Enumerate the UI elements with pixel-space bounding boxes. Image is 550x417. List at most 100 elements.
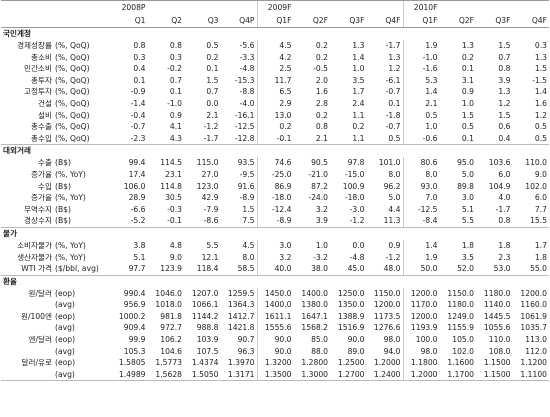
cell-value: 93.5 [237,158,255,168]
header-row: Q1 Q2 Q3 Q4P Q1F Q2F Q3F Q4F Q1F Q2F Q3F Q4F [1,14,549,28]
cell-value: 8.0 [242,252,255,262]
cell-value: 1412.7 [227,311,255,321]
cell-value: 0.8 [169,41,182,50]
cell-value: 105.0 [452,335,474,345]
data-row: 민간소비 (%, QoQ) 0.4 -0.2 0.1 -4.8 2.5 -0.5 1.0 1.2-… [1,63,549,75]
row-unit: (eop) [55,288,76,298]
cell-value: 1400.0 [301,288,328,298]
cell-value: 1611.1 [256,310,294,323]
quarter-label: Q4P [220,14,257,28]
quarter-label: Q1 [111,14,148,28]
cell-value: 0.5 [206,41,219,50]
cell-value: 1200.0 [402,310,440,323]
cell-value: 1.3200 [256,357,294,369]
cell-value: 2.9 [256,97,294,110]
row-label: 총투자 [31,75,52,85]
cell-value: 990.4 [123,288,146,298]
cell-value: 0.1 [133,75,146,85]
group-label: 2010F [402,0,440,14]
cell-value: 1568.2 [301,323,328,333]
cell-value: 3.1 [461,75,474,85]
cell-value: 5.0 [388,193,401,203]
cell-value: 80.6 [402,157,440,169]
cell-value: 103.9 [196,335,219,345]
cell-value: 1.5 [498,41,511,50]
data-row: 증가율 (%, YoY) 17.4 23.1 27.0 -9.5 -25.0 -21.0 -15… [1,168,549,181]
cell-value: 1.7 [352,87,365,97]
row-label [1,299,53,311]
row-label: 민간소비 [24,64,52,74]
cell-value: 956.9 [123,300,146,310]
row-unit: ($/bbl, avg) [53,263,111,276]
cell-value: 0.2 [315,110,328,120]
data-row: 소비자물가 (%, YoY) 3.8 4.8 5.5 4.5 3.0 1.0 0.0 0.9 1.4… [1,239,549,252]
cell-value: 0.1 [206,64,219,74]
cell-value: 2.1 [402,97,440,110]
row-unit: (eop) [55,358,76,368]
cell-value: 94.0 [383,346,401,356]
quarter-label: Q4F [512,14,549,28]
cell-value: 4.0 [498,193,511,203]
cell-value: 1.1500 [483,358,511,368]
cell-value: 1.1100 [512,368,549,382]
cell-value: -1.0 [167,98,182,108]
cell-value: 0.5 [402,109,440,122]
row-label: 생산자물가 [17,252,52,262]
row-unit: (%, QoQ) [55,98,90,108]
cell-value: 1150.0 [447,288,474,298]
cell-value: 118.4 [184,263,221,276]
quarter-label: Q3 [184,14,221,28]
header-cell [330,0,367,14]
header-cell [1,0,53,14]
cell-value: 0.4 [133,64,146,74]
cell-value: -18.0 [344,193,365,203]
cell-value: 9.0 [169,252,182,262]
cell-value: 0.0 [206,98,219,108]
cell-value: 1.1 [330,132,367,146]
cell-value: 1150.0 [373,288,401,298]
cell-value: 0.2 [256,121,294,133]
cell-value: 1.1 [352,110,365,120]
row-unit: (%, YoY) [55,193,86,203]
cell-value: 1.3171 [220,368,257,382]
quarter-label: Q1F [402,14,440,28]
cell-value: 30.5 [165,193,182,203]
cell-value: -0.7 [130,122,146,132]
row-label [1,346,53,358]
cell-value: 0.8 [315,122,328,132]
data-row: 수입 (B$) 106.0 114.8 123.0 91.6 86.9 87.2 100.9 96… [1,180,549,193]
cell-value: 104.6 [160,346,182,356]
cell-value: 1.4989 [111,368,148,382]
cell-value: 52.0 [439,263,476,276]
cell-value: 1200.0 [373,300,401,310]
row-unit: (%, YoY) [55,169,86,179]
cell-value: 1.2700 [330,368,367,382]
cell-value: -2.3 [111,132,148,146]
cell-value: 1380.0 [301,300,328,310]
cell-value: 123.0 [196,181,219,191]
cell-value: 1450.0 [256,287,294,300]
data-row: 고정투자 (%, QoQ) -0.9 0.1 0.7 -8.8 6.5 1.6 1.7 -0.7 1… [1,86,549,98]
data-row: 경제성장률 (%, QoQ) 0.8 0.8 0.5 -5.6 4.5 0.2 1.3 -1.7 1… [1,40,549,52]
row-unit: (B$) [55,181,71,191]
cell-value: 1555.6 [256,322,294,335]
cell-value: 0.7 [498,52,511,62]
row-unit: (B$) [55,158,71,168]
cell-value: 1.0 [352,64,365,74]
cell-value: 0.1 [439,132,476,146]
cell-value: -12.4 [256,203,294,216]
cell-value: 6.5 [256,86,294,98]
cell-value: -25.0 [256,168,294,181]
header-row: 2008P 2009F 2010F [1,0,549,14]
quarter-label: Q2F [293,14,330,28]
cell-value: 1046.0 [155,288,182,298]
cell-value: -4.8 [349,252,365,262]
cell-value: 1155.9 [447,323,474,333]
cell-value: -0.1 [147,215,184,228]
cell-value: 96.3 [237,346,255,356]
cell-value: 1.8 [534,252,547,262]
cell-value: 3.0 [461,193,474,203]
cell-value: -8.9 [239,193,255,203]
cell-value: 1000.2 [118,311,146,321]
row-label: 건설 [38,98,52,108]
